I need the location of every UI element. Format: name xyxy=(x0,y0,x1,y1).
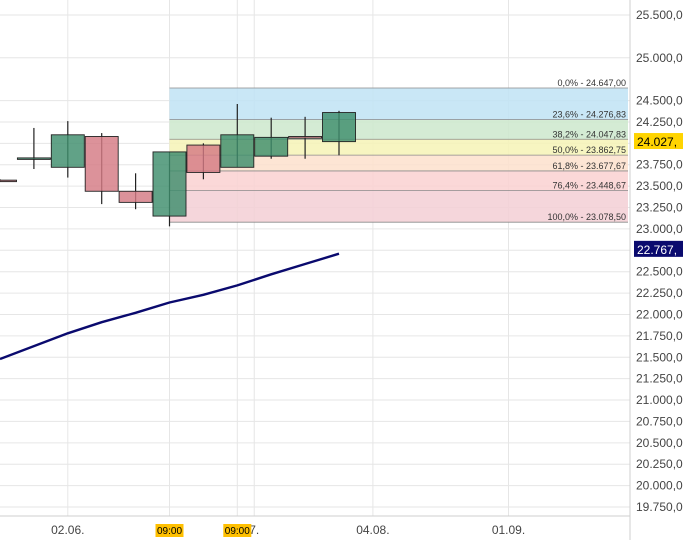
y-tick-label: 19.750,00 xyxy=(636,500,683,514)
y-tick-label: 20.500,00 xyxy=(636,436,683,450)
fib-level-label: 50,0% - 23.862,75 xyxy=(552,145,626,155)
y-tick-label: 24.500,00 xyxy=(636,94,683,108)
fib-level-label: 76,4% - 23.448,67 xyxy=(552,181,626,191)
x-tick-label: 04.08. xyxy=(356,523,389,537)
candle-body[interactable] xyxy=(220,134,255,168)
price-tag-label: 24.027, xyxy=(637,135,677,149)
x-tick-label: 02.06. xyxy=(51,523,84,537)
y-tick-label: 20.750,00 xyxy=(636,414,683,428)
candle-body[interactable] xyxy=(16,157,51,160)
price-tag xyxy=(634,240,683,257)
y-tick-label: 23.500,00 xyxy=(636,179,683,193)
y-tick-label: 21.000,00 xyxy=(636,393,683,407)
fib-zone xyxy=(169,170,628,191)
candle-body[interactable] xyxy=(118,190,153,203)
y-tick-label: 23.000,00 xyxy=(636,222,683,236)
y-tick-label: 25.500,00 xyxy=(636,8,683,22)
candle-body[interactable] xyxy=(152,151,187,217)
session-badge xyxy=(223,524,252,537)
candle-body[interactable] xyxy=(186,144,221,173)
y-tick-label: 21.250,00 xyxy=(636,372,683,386)
fib-level-label: 38,2% - 24.047,83 xyxy=(552,129,626,139)
session-badge xyxy=(155,524,184,537)
y-tick-label: 23.750,00 xyxy=(636,158,683,172)
session-badge-label: 09:00 xyxy=(157,526,182,537)
candle-body[interactable] xyxy=(322,112,356,143)
candle-body[interactable] xyxy=(84,136,119,192)
fib-level-label: 0,0% - 24.647,00 xyxy=(557,78,626,88)
y-tick-label: 23.250,00 xyxy=(636,201,683,215)
candle-body[interactable] xyxy=(0,179,17,183)
fib-zone xyxy=(169,155,628,171)
y-tick-label: 24.250,00 xyxy=(636,115,683,129)
price-tag xyxy=(634,133,683,150)
candle-body[interactable] xyxy=(50,134,85,168)
fib-zone xyxy=(169,87,628,120)
session-badge-label: 09:00 xyxy=(225,526,250,537)
y-tick-label: 22.000,00 xyxy=(636,307,683,321)
y-tick-label: 25.000,00 xyxy=(636,51,683,65)
fib-zone xyxy=(169,190,628,223)
y-tick-label: 22.500,00 xyxy=(636,265,683,279)
candle-body[interactable] xyxy=(288,136,323,139)
fib-zone xyxy=(169,119,628,140)
moving-average-line[interactable] xyxy=(0,252,340,361)
y-tick-label: 22.250,00 xyxy=(636,286,683,300)
y-tick-label: 20.250,00 xyxy=(636,457,683,471)
candle-body[interactable] xyxy=(254,136,289,157)
fib-level-label: 61,8% - 23.677,67 xyxy=(552,161,626,171)
x-tick-label: 7. xyxy=(249,523,259,537)
x-tick-label: 01.09. xyxy=(492,523,525,537)
fib-level-label: 23,6% - 24.276,83 xyxy=(552,110,626,120)
y-tick-label: 21.750,00 xyxy=(636,329,683,343)
y-tick-label: 21.500,00 xyxy=(636,350,683,364)
price-tag-label: 22.767, xyxy=(637,243,677,257)
y-tick-label: 20.000,00 xyxy=(636,479,683,493)
fib-level-label: 100,0% - 23.078,50 xyxy=(547,212,626,222)
